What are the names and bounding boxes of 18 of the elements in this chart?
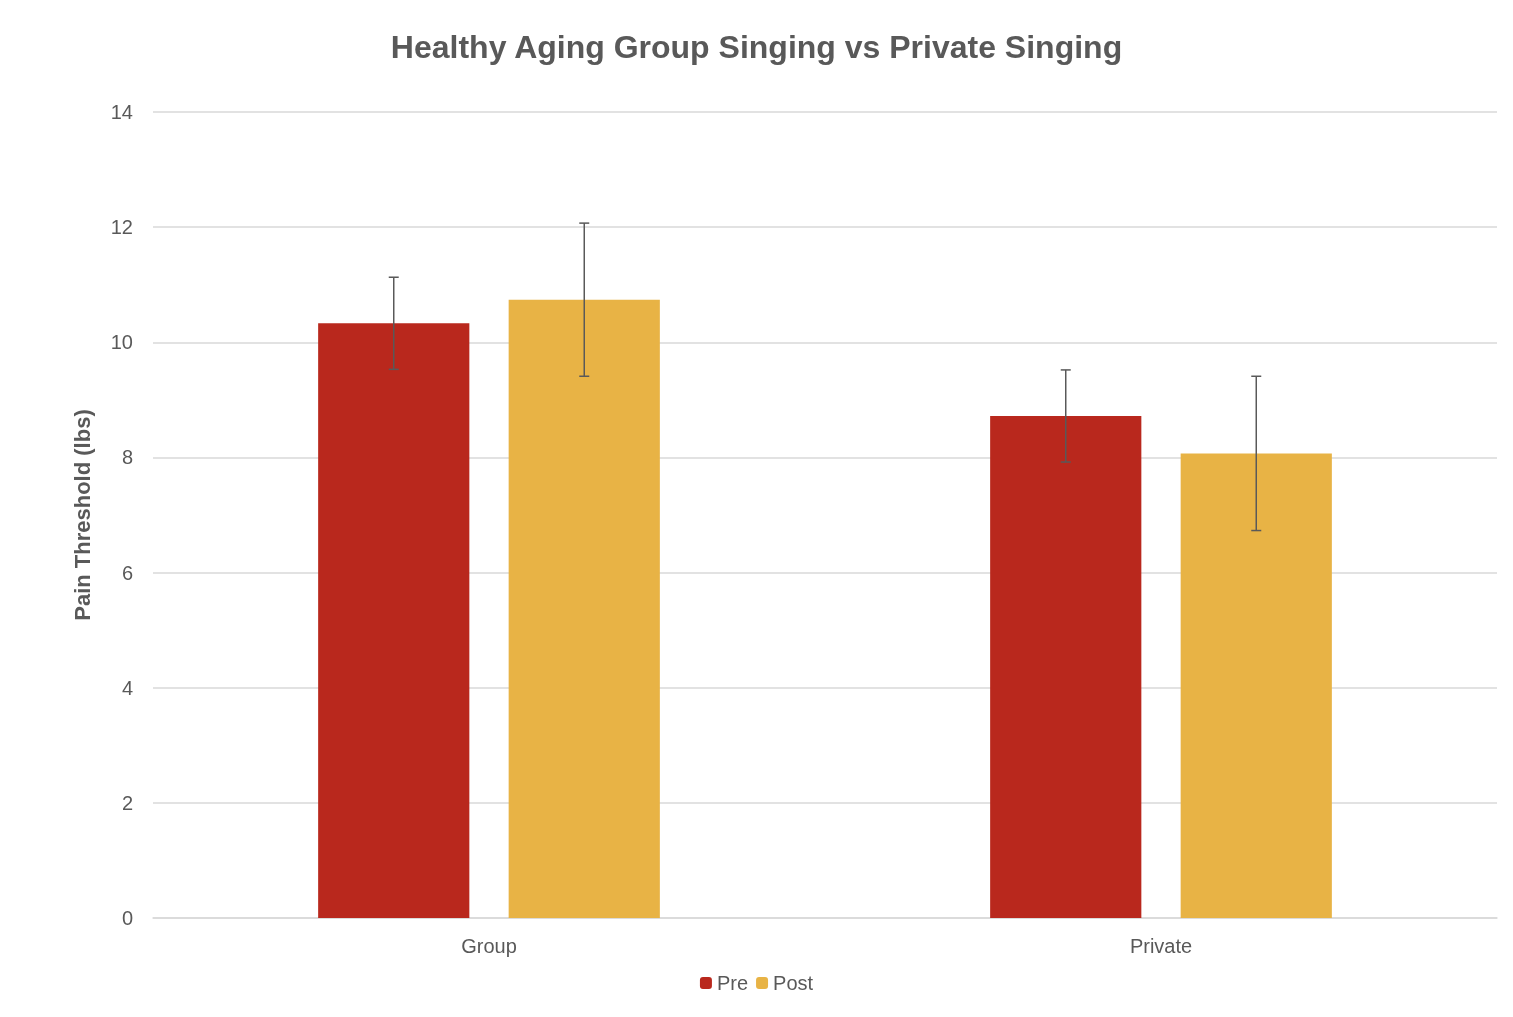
y-tick-label: 14 <box>110 101 133 123</box>
y-tick-label: 4 <box>121 676 133 699</box>
y-tick-label: 2 <box>121 791 133 814</box>
y-tick-label: 12 <box>110 216 133 239</box>
y-tick-label: 0 <box>121 907 133 929</box>
y-tick-label: 8 <box>121 446 133 469</box>
bar <box>508 299 660 918</box>
bar <box>990 415 1142 918</box>
chart-title: Healthy Aging Group Singing vs Private Singing <box>390 29 1123 65</box>
bar <box>318 323 470 918</box>
y-tick-label: 10 <box>110 331 133 354</box>
y-axis-title: Pain Threshold (lbs) <box>69 409 95 621</box>
bar <box>1180 453 1332 918</box>
legend-label: Post <box>773 972 814 994</box>
x-tick-label: Private <box>1129 935 1193 957</box>
legend-label: Pre <box>716 972 749 994</box>
x-tick-label: Group <box>461 935 517 957</box>
y-tick-label: 6 <box>121 561 133 584</box>
